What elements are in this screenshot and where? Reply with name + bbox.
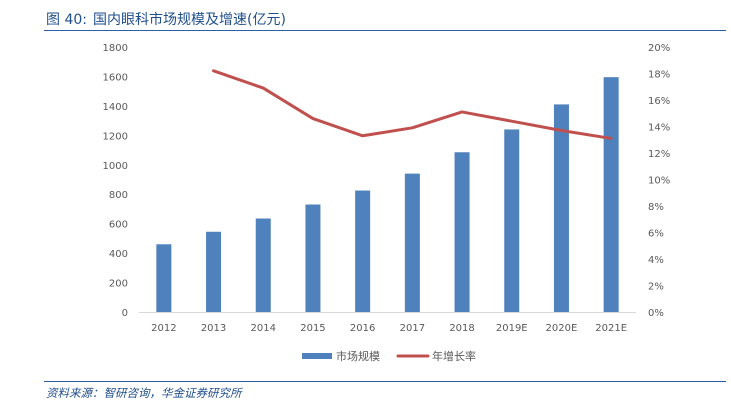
left-axis-tick-label: 1400 <box>103 102 128 113</box>
x-axis-label-2016: 2016 <box>350 323 375 334</box>
bar-2017 <box>404 173 420 312</box>
right-axis-tick-label: 12% <box>648 149 670 160</box>
bar-2016 <box>355 190 371 312</box>
bar-2020E <box>553 104 569 313</box>
x-axis-label-2012: 2012 <box>151 323 176 334</box>
x-axis-label-2018: 2018 <box>449 323 474 334</box>
left-axis-tick-label: 600 <box>109 220 128 231</box>
left-axis-tick-label: 400 <box>109 249 128 260</box>
growth-line-series <box>212 69 613 140</box>
right-axis-tick-label: 16% <box>648 96 670 107</box>
figure-title-text: 国内眼科市场规模及增速(亿元) <box>92 12 286 28</box>
source-note: 资料来源：智研咨询，华金证券研究所 <box>46 386 242 400</box>
right-axis-tick-label: 20% <box>648 43 670 54</box>
figure-number: 图 40: <box>46 12 87 28</box>
source-divider <box>44 381 726 382</box>
x-axis-label-2015: 2015 <box>300 323 325 334</box>
bar-2015 <box>305 204 321 312</box>
right-axis: 0% 2% 4% 6% 8% 10% 12% 14% 16% 18% 20% <box>648 43 670 319</box>
x-axis-label-2019E: 2019E <box>496 323 528 334</box>
growth-rate-line <box>212 69 613 140</box>
left-axis-tick-label: 1000 <box>103 161 128 172</box>
bar-2013 <box>206 231 222 312</box>
legend: 市场规模 年增长率 <box>302 349 476 363</box>
right-axis-tick-label: 2% <box>648 282 664 293</box>
legend-bar-swatch <box>302 353 332 359</box>
left-axis-tick-label: 200 <box>109 279 128 290</box>
x-axis-labels: 2012 2013 2014 2015 2016 2017 2018 2019E 2020E 20… <box>151 323 627 334</box>
right-axis-tick-label: 14% <box>648 123 670 134</box>
right-axis-tick-label: 10% <box>648 176 670 187</box>
title-divider <box>44 30 726 31</box>
right-axis-tick-label: 6% <box>648 229 664 240</box>
bar-2021E <box>603 77 619 312</box>
left-axis-tick-label: 800 <box>109 190 128 201</box>
x-axis-label-2013: 2013 <box>201 323 226 334</box>
x-axis-label-2017: 2017 <box>400 323 425 334</box>
bar-2019E <box>504 129 520 312</box>
bar-series <box>156 77 619 313</box>
left-axis-tick-label: 1600 <box>103 72 128 83</box>
legend-bar-label: 市场规模 <box>336 349 380 363</box>
x-axis-label-2014: 2014 <box>251 323 276 334</box>
bar-2012 <box>156 244 172 312</box>
left-axis-tick-label: 1200 <box>103 131 128 142</box>
left-axis-tick-label: 1800 <box>103 43 128 54</box>
left-axis-tick-label: 0 <box>122 308 128 319</box>
right-axis-tick-label: 8% <box>648 202 664 213</box>
right-axis-tick-label: 4% <box>648 255 664 266</box>
x-axis-label-2021E: 2021E <box>595 323 627 334</box>
x-axis-label-2020E: 2020E <box>546 323 578 334</box>
right-axis-tick-label: 18% <box>648 70 670 81</box>
left-axis: 0 200 400 600 800 1000 1200 1400 1600 1800 <box>103 43 128 319</box>
bar-2014 <box>255 218 271 312</box>
right-axis-tick-label: 0% <box>648 308 664 319</box>
figure-title: 图 40: 国内眼科市场规模及增速(亿元) <box>46 9 286 29</box>
legend-line-label: 年增长率 <box>432 349 476 363</box>
bar-2018 <box>454 152 470 312</box>
